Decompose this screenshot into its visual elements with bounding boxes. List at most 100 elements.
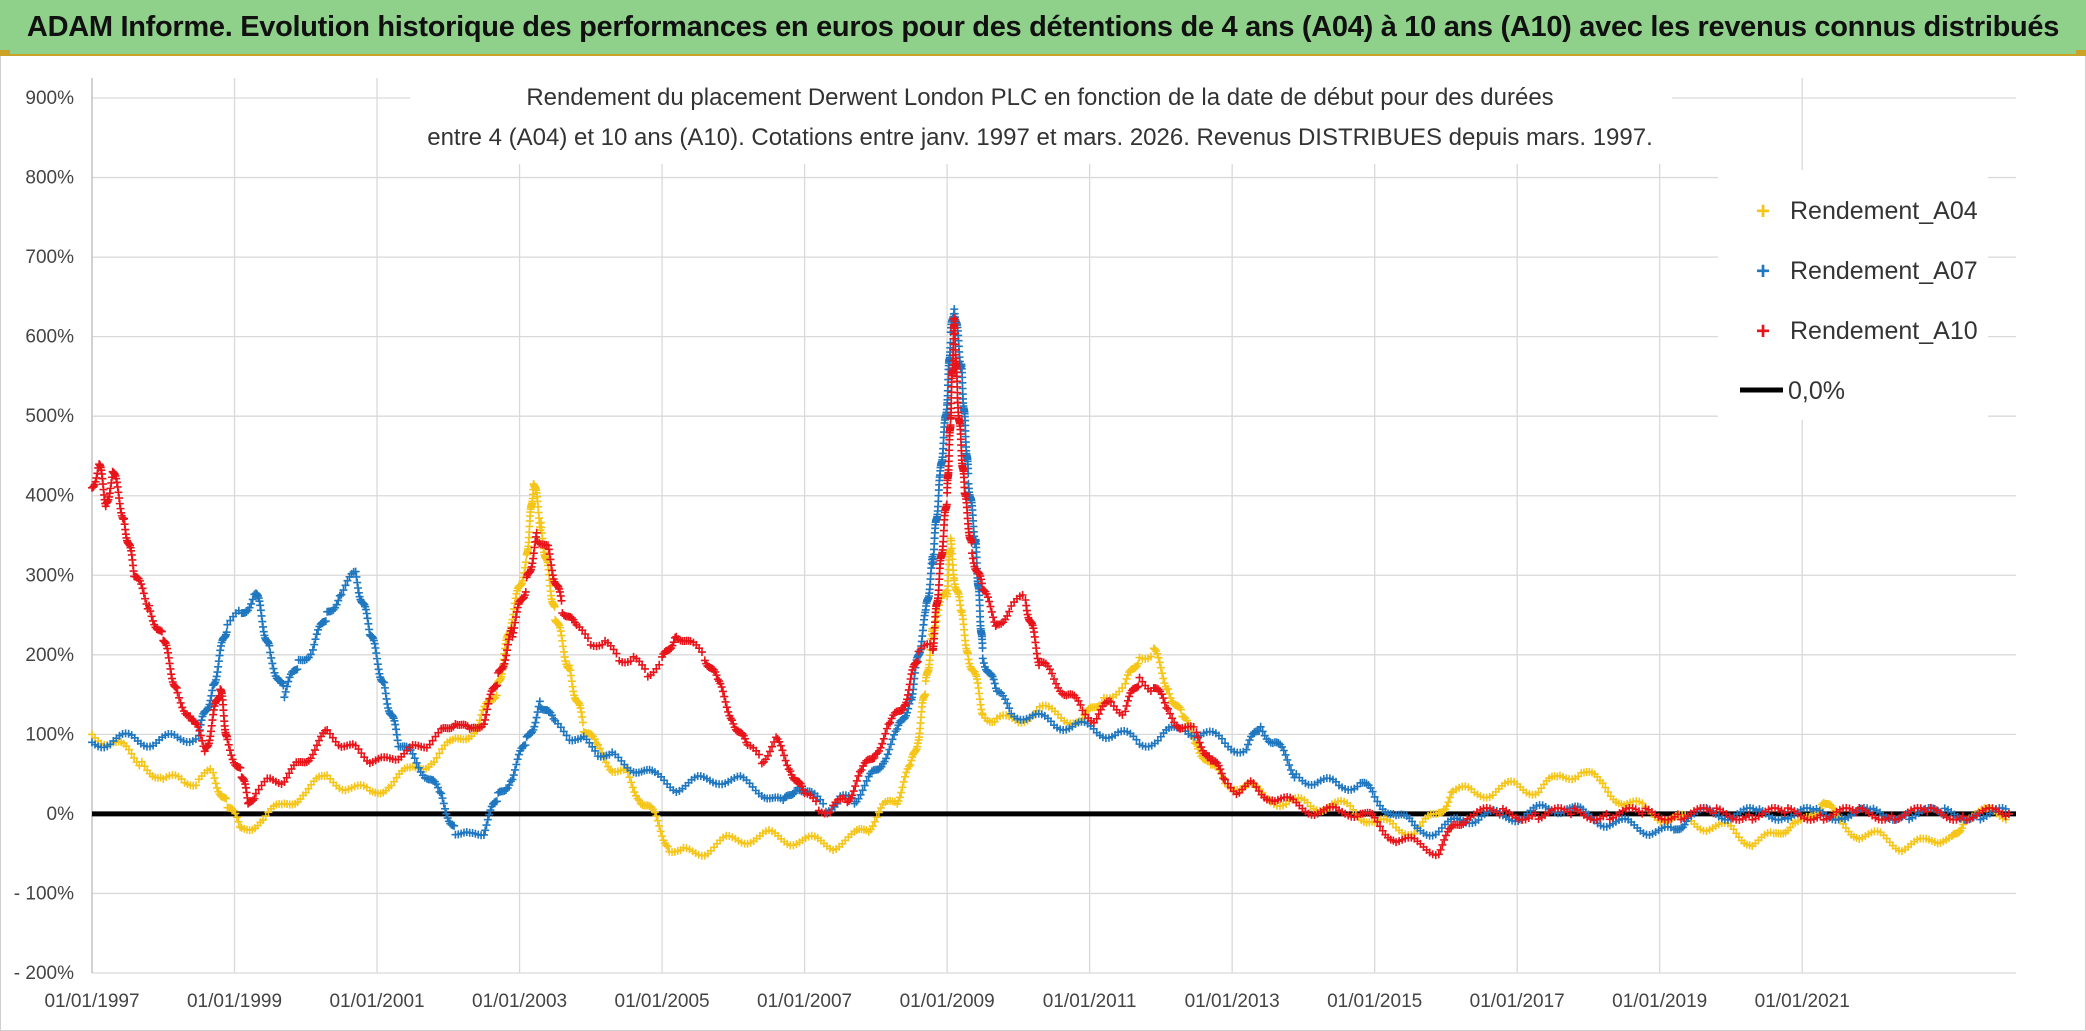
point-a07 [293,665,302,674]
point-a10 [968,554,977,563]
point-a10 [1132,683,1141,692]
point-a10 [754,750,763,759]
point-a04 [1164,684,1173,693]
point-a10 [137,580,146,589]
legend-label-a10: Rendement_A10 [1790,317,1978,345]
point-a07 [282,682,291,691]
point-a07 [479,830,488,839]
point-a04 [1154,653,1163,662]
y-tick-label: 900% [25,88,74,109]
point-a07 [334,596,343,605]
point-a07 [1258,727,1267,736]
point-a10 [1123,696,1132,705]
point-a10 [652,664,661,673]
point-a04 [1156,663,1165,672]
point-a07 [279,681,288,690]
point-a04 [220,793,229,802]
point-a07 [1278,742,1287,751]
point-a10 [198,736,207,745]
point-a07 [1368,787,1377,796]
point-a10 [485,694,494,703]
point-a07 [248,595,257,604]
point-a10 [870,753,879,762]
point-a07 [886,740,895,749]
point-a07 [482,821,491,830]
point-a10 [145,601,154,610]
point-a10 [907,670,916,679]
point-a10 [876,743,885,752]
point-a07 [856,790,865,799]
point-a04 [662,841,671,850]
point-a04 [430,758,439,767]
point-a07 [1283,755,1292,764]
point-a07 [208,686,217,695]
point-a04 [630,788,639,797]
point-a04 [231,809,240,818]
point-a10 [511,618,520,627]
y-tick-label: - 100% [14,883,74,904]
point-a04 [906,760,915,769]
point-a10 [484,699,493,708]
point-a04 [902,768,911,777]
point-a07 [1279,746,1288,755]
point-a07 [585,738,594,747]
point-a10 [763,751,772,760]
point-a04 [625,773,634,782]
point-a07 [885,745,894,754]
point-a04 [868,822,877,831]
point-a10 [1205,752,1214,761]
chart-title-line-2: entre 4 (A04) et 10 ans (A10). Cotations… [427,124,1653,151]
point-a07 [1677,824,1686,833]
x-tick-label: 01/01/2015 [1327,991,1422,1012]
point-a07 [265,641,274,650]
point-a10 [786,767,795,776]
report-banner: ADAM Informe. Evolution historique des p… [0,0,2086,56]
point-a10 [969,559,978,568]
point-a10 [881,729,890,738]
point-a04 [1122,674,1131,683]
point-a04 [874,808,883,817]
point-a07 [978,644,987,653]
point-a04 [127,749,136,758]
point-a07 [1274,739,1283,748]
point-a07 [306,650,315,659]
point-a04 [1954,828,1963,837]
point-a10 [898,705,907,714]
legend-marker-a07: + [1756,258,1770,285]
point-a07 [1281,750,1290,759]
legend: + Rendement_A04 + Rendement_A07 + Rendem… [1718,170,1988,420]
point-a10 [848,791,857,800]
point-a07 [506,777,515,786]
point-a10 [176,698,185,707]
point-a10 [147,612,156,621]
point-a10 [194,723,203,732]
point-a07 [408,749,417,758]
y-tick-label: 0% [47,804,75,825]
point-a10 [726,714,735,723]
point-a04 [228,804,237,813]
point-a10 [856,767,865,776]
point-a10 [768,742,777,751]
point-a07 [1285,761,1294,770]
point-a10 [903,690,912,699]
point-a10 [1164,704,1173,713]
point-a04 [232,813,241,822]
point-a04 [389,777,398,786]
point-a07 [438,794,447,803]
point-a10 [626,657,635,666]
point-a07 [1286,765,1295,774]
data-points [88,305,2013,860]
point-a07 [1245,736,1254,745]
point-a07 [513,755,522,764]
point-a10 [1373,817,1382,826]
point-a10 [1745,810,1754,819]
point-a04 [550,602,559,611]
point-a10 [1566,810,1575,819]
point-a10 [482,710,491,719]
point-a07 [883,750,892,759]
point-a10 [781,756,790,765]
y-tick-label: 800% [25,168,74,189]
point-a10 [1673,810,1682,819]
point-a07 [321,617,330,626]
